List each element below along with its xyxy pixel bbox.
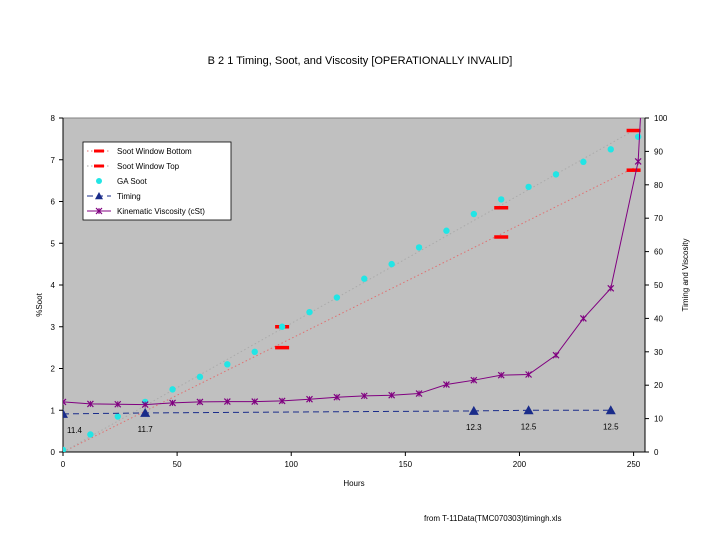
- ga-soot-point: [498, 196, 505, 203]
- y-right-axis-label: Timing and Viscosity: [681, 239, 690, 312]
- legend-swatch: [96, 178, 102, 184]
- y-left-tick-label: 0: [51, 448, 56, 457]
- ga-soot-point: [580, 158, 587, 166]
- x-tick-label: 100: [285, 460, 299, 469]
- ga-soot-point: [169, 386, 176, 393]
- legend-item: GA Soot: [96, 177, 148, 186]
- annotation-layer: 11.4 11.7 12.3 12.5 12.5: [67, 422, 619, 435]
- ga-soot-point: [470, 210, 478, 218]
- x-axis-label: Hours: [343, 479, 364, 488]
- y-right-tick-label: 30: [654, 348, 663, 357]
- y-left-tick-label: 5: [51, 239, 56, 248]
- y-right-tick-label: 70: [654, 214, 663, 223]
- y-left-tick-label: 7: [51, 156, 56, 165]
- x-tick-label: 200: [513, 460, 527, 469]
- series-3: [63, 405, 616, 418]
- legend-marker: [95, 192, 103, 200]
- source-footnote: from T-11Data(TMC070303)timingh.xls: [424, 514, 562, 523]
- ga-soot-point: [306, 308, 313, 316]
- y-right-tick-label: 90: [654, 147, 663, 156]
- legend-label: Soot Window Top: [117, 162, 180, 171]
- ga-soot-point: [63, 446, 67, 452]
- legend-item: Timing: [87, 192, 141, 201]
- series-layer: [63, 118, 642, 452]
- y-left-tick-label: 1: [51, 406, 56, 415]
- y-right-tick-label: 40: [654, 314, 663, 323]
- legend-label: Kinematic Viscosity (cSt): [117, 207, 205, 216]
- ga-soot-point: [552, 171, 560, 178]
- y-right-tick-label: 60: [654, 248, 663, 257]
- ga-soot-point: [196, 373, 204, 381]
- timing-value-label: 12.3: [466, 423, 482, 432]
- ga-soot-point: [634, 133, 642, 140]
- x-tick-label: 0: [61, 460, 66, 469]
- y-left-axis-label: %Soot: [35, 292, 44, 316]
- ga-soot-point: [114, 413, 121, 420]
- ga-soot-point: [525, 183, 532, 191]
- y-left-tick-label: 6: [51, 198, 56, 207]
- ga-soot-point: [224, 361, 231, 368]
- timing-value-label: 11.4: [67, 426, 83, 435]
- x-tick-label: 150: [399, 460, 413, 469]
- y-right-tick-label: 100: [654, 114, 668, 123]
- legend-item: Soot Window Top: [87, 162, 180, 171]
- y-left-tick-label: 4: [51, 281, 56, 290]
- ga-soot-point: [333, 294, 341, 301]
- y-right-tick-label: 0: [654, 448, 659, 457]
- y-right-tick-label: 20: [654, 381, 663, 390]
- timing-marker: [140, 407, 151, 417]
- axes: 0 50 100 150 200 2500123456780102030405060708…: [35, 114, 690, 488]
- y-right-tick-label: 80: [654, 181, 663, 190]
- ga-soot-point: [87, 431, 94, 438]
- legend: Soot Window Bottom Soot Window Top GA Soot…: [82, 141, 232, 221]
- ga-soot-point: [415, 244, 423, 251]
- series-4: [63, 118, 642, 408]
- viscosity-marker: [63, 401, 67, 406]
- y-right-tick-label: 50: [654, 281, 663, 290]
- soot-window-line: [63, 130, 634, 452]
- ga-soot-point: [361, 275, 368, 282]
- chart-title: B 2 1 Timing, Soot, and Viscosity [OPERA…: [208, 55, 513, 67]
- series-0: [63, 167, 641, 452]
- x-tick-label: 250: [627, 460, 641, 469]
- timing-marker: [468, 405, 479, 415]
- y-left-tick-label: 8: [51, 114, 56, 123]
- timing-value-label: 11.7: [138, 425, 154, 434]
- legend-item: Soot Window Bottom: [87, 147, 192, 156]
- y-left-tick-label: 2: [51, 365, 56, 374]
- ga-soot-point: [607, 146, 614, 153]
- y-right-tick-label: 10: [654, 415, 663, 424]
- viscosity-marker: [63, 398, 67, 403]
- series-2: [63, 133, 642, 452]
- ga-soot-point: [278, 323, 286, 330]
- x-tick-label: 50: [173, 460, 182, 469]
- legend-item: Kinematic Viscosity (cSt): [87, 207, 205, 216]
- timing-marker: [605, 405, 616, 415]
- timing-marker: [63, 408, 68, 418]
- legend-label: Soot Window Bottom: [117, 147, 192, 156]
- y-left-tick-label: 3: [51, 323, 56, 332]
- ga-soot-point: [443, 227, 450, 234]
- legend-label: GA Soot: [117, 177, 148, 186]
- ga-soot-point: [388, 260, 395, 268]
- timing-marker: [523, 405, 534, 415]
- timing-value-label: 12.5: [521, 422, 537, 431]
- timing-value-label: 12.5: [603, 422, 619, 431]
- legend-box: [82, 141, 232, 221]
- ga-soot-point: [251, 348, 258, 355]
- legend-label: Timing: [117, 192, 141, 201]
